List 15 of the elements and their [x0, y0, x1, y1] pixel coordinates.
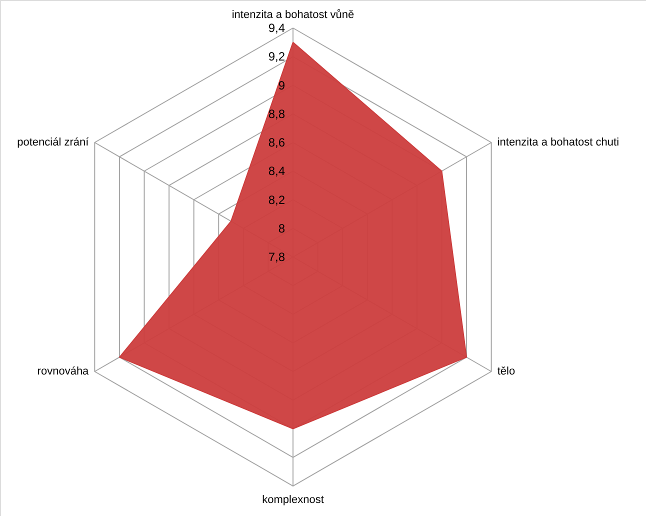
y-tick-label: 8 — [278, 221, 286, 236]
y-tick-label: 9 — [278, 78, 286, 92]
spoke-label: tělo — [497, 366, 516, 378]
y-tick-label: 7,8 — [268, 250, 286, 264]
spoke-label: komplexnost — [262, 494, 324, 506]
y-tick-label: 8,2 — [268, 192, 286, 207]
y-tick-label: 8,4 — [268, 164, 286, 178]
spoke-label: potenciál zrání — [17, 136, 90, 148]
y-tick-label: 9,2 — [268, 50, 286, 64]
y-tick-label: 9,4 — [268, 21, 286, 35]
spoke-label: rovnováha — [37, 366, 90, 378]
spoke-label: intenzita a bohatost vůně — [232, 9, 354, 21]
y-tick-label: 8,6 — [268, 136, 286, 150]
y-tick-label: 8,8 — [268, 106, 286, 121]
spoke-label: intenzita a bohatost chuti — [497, 136, 620, 148]
